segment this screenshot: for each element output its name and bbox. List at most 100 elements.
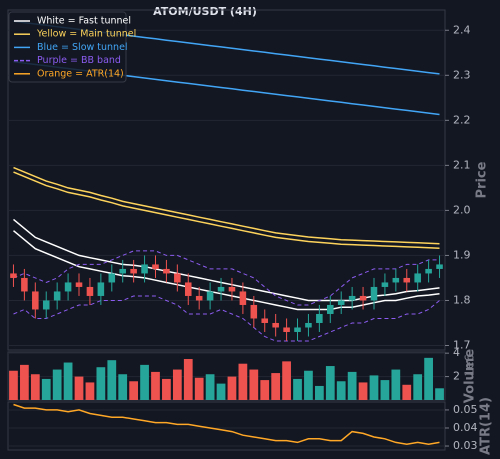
volume-bar bbox=[336, 381, 346, 400]
legend-label: White = Fast tunnel bbox=[37, 16, 131, 27]
volume-bar bbox=[238, 363, 248, 400]
volume-bar bbox=[107, 360, 117, 400]
volume-bar bbox=[52, 369, 62, 400]
axis-label: ATR(14) bbox=[479, 397, 494, 455]
line bbox=[13, 295, 440, 342]
volume-bar bbox=[205, 374, 215, 400]
y-tick-label: 1.8 bbox=[453, 293, 471, 306]
volume-bar bbox=[413, 374, 423, 400]
line bbox=[13, 230, 440, 311]
volume-bar bbox=[325, 366, 335, 400]
candle-body bbox=[53, 291, 61, 301]
y-tick-label: 0.03 bbox=[453, 439, 478, 452]
y-tick-label: 2 bbox=[453, 370, 460, 383]
volume-bar bbox=[435, 388, 444, 400]
candle-body bbox=[403, 277, 411, 283]
volume-bar bbox=[380, 380, 390, 400]
y-tick-label: 2.3 bbox=[453, 68, 471, 81]
volume-bar bbox=[85, 382, 95, 400]
volume-bar bbox=[118, 374, 128, 400]
volume-bar bbox=[314, 385, 324, 400]
volume-bar bbox=[293, 378, 302, 400]
candle-body bbox=[141, 264, 148, 274]
candle-body bbox=[381, 282, 389, 287]
candle-body bbox=[97, 282, 105, 296]
candle-body bbox=[64, 282, 72, 292]
volume-bar bbox=[216, 383, 226, 400]
candle-body bbox=[119, 268, 126, 274]
panel-frame bbox=[7, 9, 446, 351]
line bbox=[13, 166, 440, 245]
candle-body bbox=[392, 277, 400, 283]
volume-bar bbox=[129, 381, 139, 400]
volume-bar bbox=[96, 367, 106, 400]
volume-bar bbox=[304, 370, 313, 400]
volume-bar bbox=[172, 369, 182, 400]
candle-body bbox=[283, 327, 290, 332]
legend-label: Yellow = Main tunnel bbox=[36, 29, 136, 40]
line bbox=[13, 171, 440, 249]
volume-bar bbox=[63, 362, 73, 400]
volume-bar bbox=[194, 377, 204, 400]
volume-bar bbox=[41, 378, 51, 400]
panel-frame bbox=[7, 351, 446, 401]
candle-body bbox=[250, 304, 258, 319]
y-tick-label: 2.4 bbox=[453, 23, 471, 36]
candle-body bbox=[130, 268, 137, 274]
y-tick-label: 0.04 bbox=[453, 421, 478, 434]
line bbox=[13, 403, 440, 445]
y-tick-label: 4 bbox=[453, 346, 460, 359]
y-tick-label: 1.9 bbox=[453, 248, 471, 261]
volume-bar bbox=[9, 370, 18, 400]
legend-label: Purple = BB band bbox=[37, 55, 121, 66]
y-tick-label: 2.0 bbox=[453, 203, 471, 216]
candle-body bbox=[108, 273, 116, 283]
candle-body bbox=[261, 318, 269, 323]
candle-body bbox=[337, 300, 345, 305]
candle-body bbox=[10, 273, 17, 278]
candle-body bbox=[239, 291, 247, 305]
candle-body bbox=[348, 295, 356, 301]
volume-bar bbox=[424, 357, 433, 400]
y-tick-label: 2.2 bbox=[453, 113, 471, 126]
candle-body bbox=[217, 286, 225, 292]
candle-body bbox=[327, 304, 334, 314]
candle-body bbox=[184, 282, 192, 296]
candle-body bbox=[174, 273, 181, 283]
volume-bar bbox=[227, 376, 237, 400]
volume-bar bbox=[74, 376, 84, 400]
candle-body bbox=[305, 322, 312, 328]
volume-bar bbox=[271, 373, 281, 400]
y-tick-label: 1.7 bbox=[453, 338, 471, 351]
offset-label: 1e6 bbox=[463, 354, 477, 377]
candle-body bbox=[359, 295, 367, 301]
volume-bar bbox=[151, 371, 160, 400]
candle-body bbox=[21, 277, 28, 292]
candle-body bbox=[32, 291, 39, 310]
candle-body bbox=[294, 327, 301, 332]
volume-bar bbox=[391, 369, 401, 400]
volume-bar bbox=[282, 361, 291, 400]
volume-bar bbox=[20, 364, 29, 400]
candle-body bbox=[163, 268, 170, 274]
volume-bar bbox=[347, 371, 357, 400]
candle-body bbox=[42, 300, 50, 310]
candle-body bbox=[272, 322, 279, 328]
line bbox=[13, 250, 440, 306]
candle-body bbox=[75, 282, 83, 287]
candle-body bbox=[228, 286, 236, 292]
y-tick-label: 0.05 bbox=[453, 403, 478, 416]
volume-bar bbox=[140, 364, 149, 400]
volume-bar bbox=[260, 380, 270, 400]
legend-label: Blue = Slow tunnel bbox=[37, 42, 128, 53]
candle-body bbox=[436, 264, 443, 269]
axis-label: Price bbox=[475, 161, 490, 198]
chart-title: ATOM/USDT (4H) bbox=[153, 5, 257, 18]
candle-body bbox=[414, 273, 421, 283]
y-tick-label: 2.1 bbox=[453, 158, 471, 171]
candle-body bbox=[195, 295, 203, 301]
volume-bar bbox=[249, 369, 259, 400]
candle-body bbox=[206, 291, 214, 301]
line bbox=[13, 218, 440, 302]
axis-label: Volume bbox=[463, 349, 478, 404]
